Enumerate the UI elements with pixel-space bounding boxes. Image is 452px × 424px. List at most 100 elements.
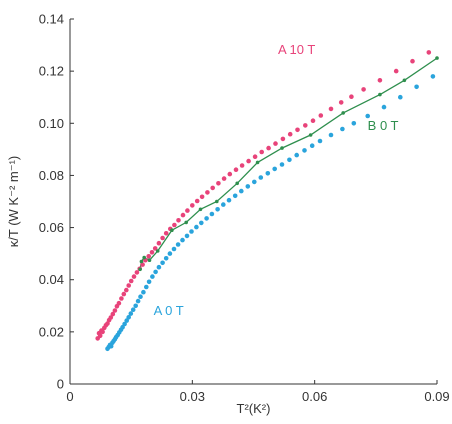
data-point-a-0-t (135, 298, 141, 304)
data-point-a-10-t (252, 154, 258, 159)
data-point-a-0-t (128, 311, 134, 316)
data-point-a-10-t (172, 222, 177, 228)
y-tick-label: 0.06 (39, 220, 64, 235)
data-point-a-0-t (258, 175, 264, 180)
data-point-a-0-t (150, 274, 155, 279)
data-point-a-10-t (287, 131, 293, 137)
data-point-a-10-t (246, 158, 251, 164)
data-point-a-10-t (393, 68, 399, 74)
data-point-a-0-t (351, 121, 357, 126)
data-point-a-10-t (233, 167, 239, 172)
data-point-a-10-t (152, 246, 158, 251)
data-point-b-0-t (215, 199, 219, 204)
data-point-a-10-t (239, 163, 245, 168)
series-label-a-0-t: A 0 T (154, 303, 184, 318)
data-point-b-0-t (235, 181, 239, 186)
data-point-a-10-t (303, 123, 308, 128)
data-point-a-10-t (128, 278, 134, 284)
data-point-b-0-t (147, 258, 152, 263)
series-line-b-0-t (139, 57, 438, 270)
axes-layer: 0 0.02 0.04 0.06 0.08 0.10 0.12 0.14 0 0.03 0.06 0.… (6, 12, 450, 417)
data-point-a-0-t (232, 193, 238, 199)
data-point-a-0-t (122, 321, 127, 327)
data-point-a-10-t (273, 141, 278, 146)
data-point-a-0-t (180, 237, 185, 243)
data-point-a-10-t (108, 315, 114, 320)
data-point-a-0-t (126, 315, 131, 320)
data-point-b-0-t (308, 133, 313, 137)
data-point-a-10-t (280, 136, 286, 142)
data-point-a-0-t (146, 279, 152, 285)
data-point-a-0-t (317, 138, 323, 144)
x-tick-label: 0 (66, 389, 73, 404)
data-point-a-0-t (199, 220, 204, 226)
data-point-a-10-t (176, 218, 181, 223)
data-point-a-10-t (180, 212, 186, 218)
data-point-a-0-t (239, 188, 244, 194)
data-point-a-10-t (199, 194, 205, 200)
y-axis-title: κ/T (W K⁻² m⁻¹) (6, 156, 21, 247)
data-point-a-10-t (146, 253, 151, 259)
data-point-b-0-t (155, 249, 160, 253)
data-point-a-10-t (194, 198, 200, 204)
data-point-a-0-t (302, 148, 307, 153)
y-tick-label: 0.14 (39, 12, 64, 27)
data-point-b-0-t (142, 255, 146, 260)
data-point-a-0-t (175, 242, 181, 247)
data-point-a-0-t (163, 255, 169, 261)
data-point-a-10-t (149, 250, 155, 255)
data-point-a-0-t (294, 152, 300, 158)
data-point-b-0-t (341, 111, 346, 115)
data-point-a-0-t (141, 289, 146, 295)
data-point-a-10-t (97, 333, 103, 339)
data-point-a-10-t (185, 208, 190, 213)
data-point-b-0-t (198, 207, 203, 212)
data-point-a-10-t (349, 94, 354, 99)
data-point-b-0-t (139, 259, 144, 264)
data-point-a-0-t (133, 303, 138, 309)
data-point-a-0-t (287, 157, 292, 163)
data-point-a-10-t (110, 311, 116, 317)
data-point-a-10-t (259, 149, 265, 155)
data-point-a-10-t (140, 262, 145, 267)
data-point-a-0-t (215, 207, 220, 212)
data-point-a-10-t (205, 190, 210, 195)
data-point-b-0-t (138, 267, 142, 272)
data-point-a-0-t (144, 284, 149, 290)
y-tick-label: 0 (57, 377, 64, 392)
data-point-a-10-t (156, 240, 162, 246)
data-point-a-10-t (426, 50, 432, 55)
data-point-a-0-t (381, 104, 387, 110)
data-point-a-0-t (184, 233, 190, 239)
data-point-a-10-t (361, 87, 366, 92)
x-tick-label: 0.06 (302, 389, 327, 404)
data-point-a-10-t (163, 231, 169, 236)
data-point-a-10-t (134, 270, 140, 275)
data-point-a-10-t (131, 274, 137, 279)
data-point-a-0-t (365, 113, 371, 119)
data-point-a-0-t (194, 224, 199, 230)
y-tick-label: 0.08 (39, 168, 64, 183)
data-point-b-0-t (184, 220, 188, 225)
x-tick-label: 0.09 (424, 389, 449, 404)
data-point-a-0-t (272, 166, 278, 172)
data-point-a-0-t (124, 318, 129, 323)
data-point-a-0-t (430, 74, 436, 79)
data-point-a-0-t (226, 197, 232, 203)
x-axis-title: T²(K²) (237, 401, 271, 416)
data-point-a-0-t (398, 94, 403, 100)
data-point-a-0-t (245, 184, 251, 189)
data-point-a-10-t (221, 176, 227, 181)
data-point-a-0-t (340, 126, 345, 132)
data-point-a-0-t (167, 251, 173, 256)
data-point-a-10-t (100, 329, 105, 335)
data-point-b-0-t (255, 160, 260, 165)
data-point-a-10-t (310, 118, 316, 123)
data-point-a-0-t (153, 269, 158, 275)
data-point-a-10-t (216, 181, 221, 186)
annotations-layer: A 10 T B 0 T A 0 T (154, 42, 399, 318)
data-point-b-0-t (280, 146, 284, 150)
data-point-a-10-t (210, 185, 215, 191)
data-point-a-0-t (252, 179, 257, 185)
